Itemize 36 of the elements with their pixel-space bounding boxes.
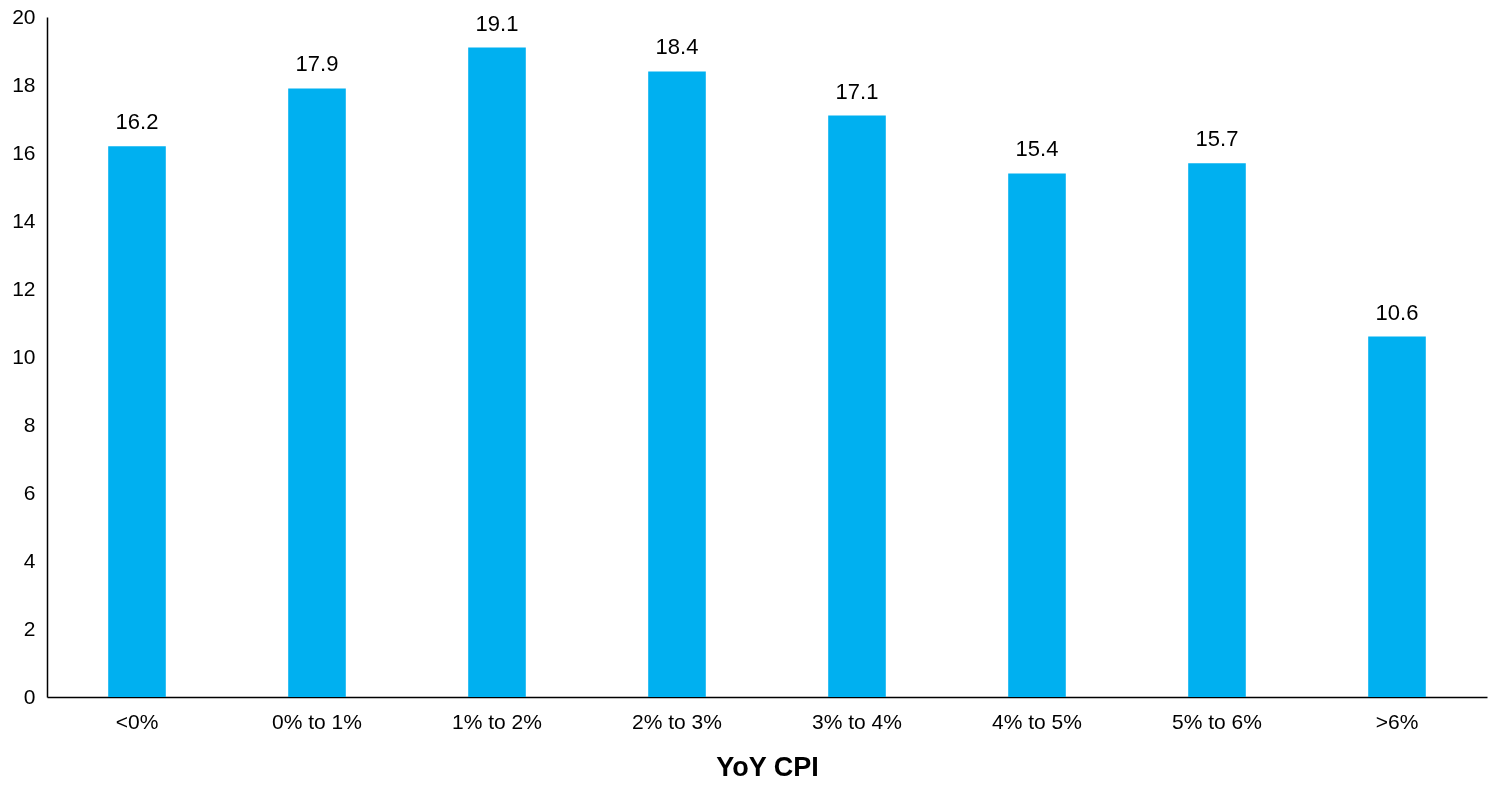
x-tick-label: >6% bbox=[1375, 709, 1419, 733]
y-tick-label: 4 bbox=[23, 548, 36, 572]
y-tick-label: 18 bbox=[12, 72, 36, 96]
data-label: 19.1 bbox=[475, 10, 519, 36]
x-tick-label: 4% to 5% bbox=[992, 709, 1082, 733]
y-tick-label: 12 bbox=[12, 276, 36, 300]
bar bbox=[288, 88, 346, 697]
x-tick-label: 1% to 2% bbox=[452, 709, 542, 733]
y-tick-label: 0 bbox=[23, 684, 36, 708]
x-tick-label: <0% bbox=[115, 709, 159, 733]
x-tick-label: 2% to 3% bbox=[632, 709, 722, 733]
y-tick-label: 8 bbox=[23, 412, 36, 436]
x-tick-label: 0% to 1% bbox=[272, 709, 362, 733]
y-tick-label: 20 bbox=[12, 4, 36, 28]
data-label: 17.9 bbox=[295, 51, 339, 77]
data-label: 15.4 bbox=[1015, 136, 1059, 162]
x-axis-title: YoY CPI bbox=[716, 751, 819, 782]
x-tick-label: 5% to 6% bbox=[1172, 709, 1262, 733]
bar bbox=[648, 71, 706, 697]
y-tick-label: 2 bbox=[23, 616, 36, 640]
x-tick-label: 3% to 4% bbox=[812, 709, 902, 733]
y-tick-label: 10 bbox=[12, 344, 36, 368]
bar bbox=[1368, 336, 1426, 697]
y-tick-label: 16 bbox=[12, 140, 36, 164]
y-tick-label: 6 bbox=[23, 480, 36, 504]
data-label: 16.2 bbox=[115, 109, 159, 135]
bar bbox=[108, 146, 166, 697]
data-label: 18.4 bbox=[655, 34, 699, 60]
y-tick-label: 14 bbox=[12, 208, 36, 232]
bar bbox=[828, 115, 886, 697]
bar bbox=[1188, 163, 1246, 697]
data-label: 10.6 bbox=[1375, 299, 1419, 325]
bar bbox=[468, 47, 526, 697]
data-label: 17.1 bbox=[835, 78, 879, 104]
bar bbox=[1008, 173, 1066, 697]
data-label: 15.7 bbox=[1195, 126, 1239, 152]
